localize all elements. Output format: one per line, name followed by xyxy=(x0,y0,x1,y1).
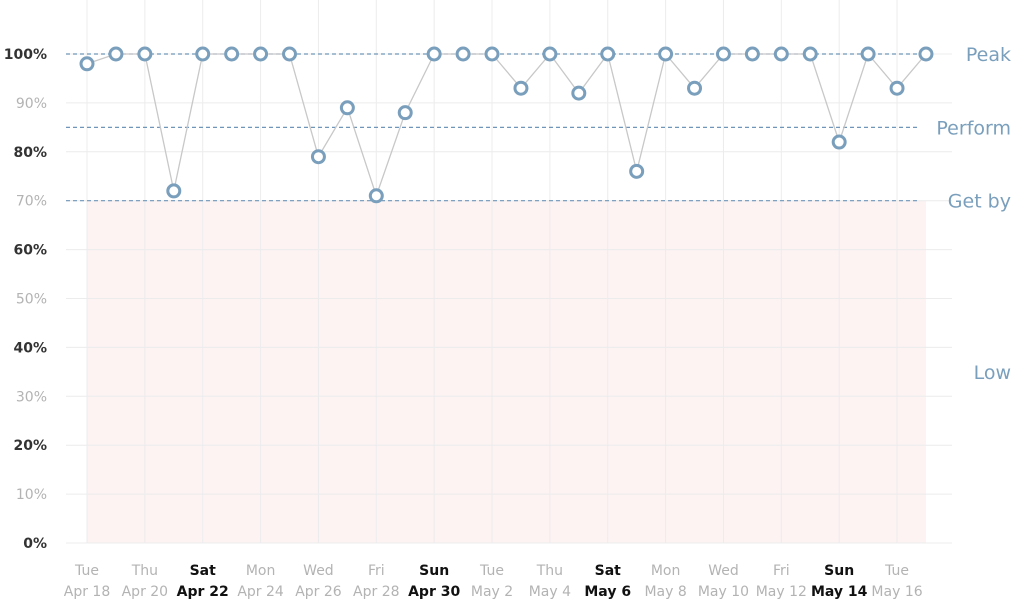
data-point xyxy=(715,46,731,62)
data-point xyxy=(455,46,471,62)
x-tick-day: Mon xyxy=(246,563,276,579)
y-tick-label: 30% xyxy=(16,389,47,405)
x-tick-date: Apr 20 xyxy=(122,584,168,600)
data-point xyxy=(860,46,876,62)
data-point xyxy=(802,46,818,62)
x-tick-day: Sun xyxy=(419,563,449,579)
data-points-layer xyxy=(79,46,934,204)
y-tick-label: 100% xyxy=(4,47,47,63)
data-point xyxy=(195,46,211,62)
y-tick-label: 10% xyxy=(16,487,47,503)
x-tick-date: May 12 xyxy=(756,584,807,600)
x-tick-day: Sat xyxy=(190,563,217,579)
data-point xyxy=(773,46,789,62)
x-axis-ticks: Tue Apr 18 Thu Apr 20 Sat Apr 22 Mon Apr 24 Wed A… xyxy=(64,563,923,600)
data-point xyxy=(137,46,153,62)
data-point xyxy=(79,56,95,72)
data-point xyxy=(687,80,703,96)
data-point xyxy=(629,163,645,179)
data-point xyxy=(658,46,674,62)
series-line xyxy=(86,52,927,198)
x-tick-date: Apr 18 xyxy=(64,584,110,600)
data-point xyxy=(397,105,413,121)
x-tick-date: May 16 xyxy=(871,584,922,600)
x-tick-day: Fri xyxy=(773,563,790,579)
y-tick-label: 90% xyxy=(16,96,47,112)
threshold-label: Perform xyxy=(936,117,1011,139)
x-tick-date: May 4 xyxy=(529,584,571,600)
x-tick-date: May 6 xyxy=(584,584,631,600)
data-point xyxy=(282,46,298,62)
threshold-label: Peak xyxy=(966,44,1011,66)
x-tick-date: Apr 22 xyxy=(177,584,229,600)
data-point xyxy=(368,188,384,204)
x-tick-date: Apr 30 xyxy=(408,584,460,600)
x-tick-day: Wed xyxy=(303,563,334,579)
x-tick-day: Tue xyxy=(74,563,99,579)
data-point xyxy=(918,46,934,62)
data-point xyxy=(426,46,442,62)
y-tick-label: 0% xyxy=(23,536,47,552)
y-tick-label: 50% xyxy=(16,292,47,308)
x-tick-date: Apr 28 xyxy=(353,584,399,600)
series-line-layer xyxy=(86,52,927,198)
y-tick-label: 80% xyxy=(13,145,47,161)
low-zone-label: Low xyxy=(974,362,1011,384)
y-axis-ticks: 0% 10% 20% 30% 40% 50% 60% 70% 80% 90% 100% xyxy=(4,47,47,552)
x-tick-day: Tue xyxy=(479,563,504,579)
data-point xyxy=(166,183,182,199)
x-tick-day: Wed xyxy=(708,563,739,579)
y-tick-label: 60% xyxy=(13,243,47,259)
y-tick-label: 70% xyxy=(16,194,47,210)
x-tick-day: Mon xyxy=(651,563,681,579)
data-point xyxy=(339,100,355,116)
x-tick-date: Apr 26 xyxy=(295,584,342,600)
x-tick-day: Sun xyxy=(824,563,854,579)
data-point xyxy=(744,46,760,62)
x-tick-date: May 10 xyxy=(698,584,749,600)
data-point xyxy=(253,46,269,62)
y-tick-label: 20% xyxy=(13,438,47,454)
data-point xyxy=(571,85,587,101)
y-tick-label: 40% xyxy=(13,340,47,356)
data-point xyxy=(513,80,529,96)
x-tick-day: Fri xyxy=(368,563,385,579)
data-point xyxy=(889,80,905,96)
data-point xyxy=(542,46,558,62)
x-tick-day: Thu xyxy=(536,563,563,579)
x-tick-day: Sat xyxy=(595,563,622,579)
threshold-label: Get by xyxy=(948,191,1011,213)
data-point xyxy=(310,149,326,165)
x-tick-day: Thu xyxy=(131,563,158,579)
data-point xyxy=(831,134,847,150)
data-point xyxy=(484,46,500,62)
x-tick-date: May 8 xyxy=(644,584,686,600)
x-tick-date: May 2 xyxy=(471,584,513,600)
data-point xyxy=(108,46,124,62)
x-tick-date: May 14 xyxy=(811,584,868,600)
data-point xyxy=(600,46,616,62)
data-point xyxy=(224,46,240,62)
x-tick-day: Tue xyxy=(884,563,909,579)
zone-layer xyxy=(87,200,926,543)
x-tick-date: Apr 24 xyxy=(237,584,284,600)
low-zone-area xyxy=(87,200,926,543)
